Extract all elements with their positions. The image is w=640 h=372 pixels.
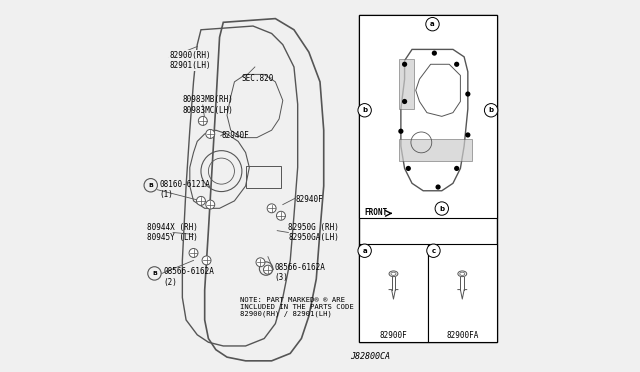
Circle shape	[206, 200, 215, 209]
Bar	[359, 244, 428, 342]
Text: a: a	[430, 21, 435, 27]
Circle shape	[435, 185, 441, 190]
Circle shape	[276, 211, 285, 220]
Text: 08566-6162A
(3): 08566-6162A (3)	[275, 263, 326, 282]
Text: 82900F: 82900F	[380, 331, 407, 340]
Ellipse shape	[458, 271, 467, 277]
Text: 82900(RH)
82901(LH): 82900(RH) 82901(LH)	[170, 51, 211, 70]
Text: b: b	[488, 107, 493, 113]
Circle shape	[358, 244, 371, 257]
Text: 82940F: 82940F	[296, 195, 324, 203]
Circle shape	[427, 244, 440, 257]
Text: 08160-6121A
(1): 08160-6121A (1)	[159, 180, 210, 199]
Circle shape	[202, 256, 211, 265]
Circle shape	[426, 17, 439, 31]
Circle shape	[406, 166, 411, 171]
Circle shape	[198, 116, 207, 125]
Circle shape	[465, 132, 470, 138]
Circle shape	[435, 202, 449, 215]
Text: 82950G (RH)
82950GA(LH): 82950G (RH) 82950GA(LH)	[289, 223, 339, 242]
Ellipse shape	[389, 271, 398, 277]
Text: c: c	[431, 248, 436, 254]
Text: FRONT: FRONT	[365, 208, 388, 217]
Text: 82900FA: 82900FA	[446, 331, 479, 340]
Text: NOTE: PART MARKED® ® ARE
INCLUDED IN THE PARTS CODE
82900(RH) / 82901(LH): NOTE: PART MARKED® ® ARE INCLUDED IN THE…	[240, 296, 354, 317]
Circle shape	[264, 265, 273, 274]
Circle shape	[454, 166, 460, 171]
Circle shape	[196, 196, 205, 205]
Text: B: B	[148, 183, 153, 188]
Text: b: b	[439, 206, 444, 212]
Bar	[359, 15, 497, 218]
Circle shape	[432, 51, 437, 56]
Circle shape	[465, 92, 470, 97]
Circle shape	[267, 204, 276, 213]
Circle shape	[189, 248, 198, 257]
Bar	[399, 59, 414, 109]
Text: J82800CA: J82800CA	[349, 352, 390, 361]
Text: 80983MB(RH)
80983MC(LH): 80983MB(RH) 80983MC(LH)	[182, 95, 233, 115]
Bar	[428, 244, 497, 342]
Bar	[359, 15, 497, 342]
Text: b: b	[362, 107, 367, 113]
Circle shape	[206, 129, 215, 138]
Text: SEC.820: SEC.820	[241, 74, 273, 83]
Circle shape	[358, 103, 371, 117]
Circle shape	[484, 103, 498, 117]
Text: 82940F: 82940F	[221, 131, 249, 140]
Text: B: B	[152, 271, 157, 276]
Circle shape	[398, 129, 403, 134]
Text: B: B	[264, 266, 269, 271]
Circle shape	[454, 62, 460, 67]
Text: 80944X (RH)
80945Y (LH): 80944X (RH) 80945Y (LH)	[147, 223, 198, 242]
Bar	[246, 166, 281, 188]
Circle shape	[256, 258, 265, 267]
Text: a: a	[362, 248, 367, 254]
Bar	[399, 139, 472, 161]
Circle shape	[402, 62, 407, 67]
Circle shape	[402, 99, 407, 104]
Text: 08566-6162A
(2): 08566-6162A (2)	[163, 267, 214, 287]
